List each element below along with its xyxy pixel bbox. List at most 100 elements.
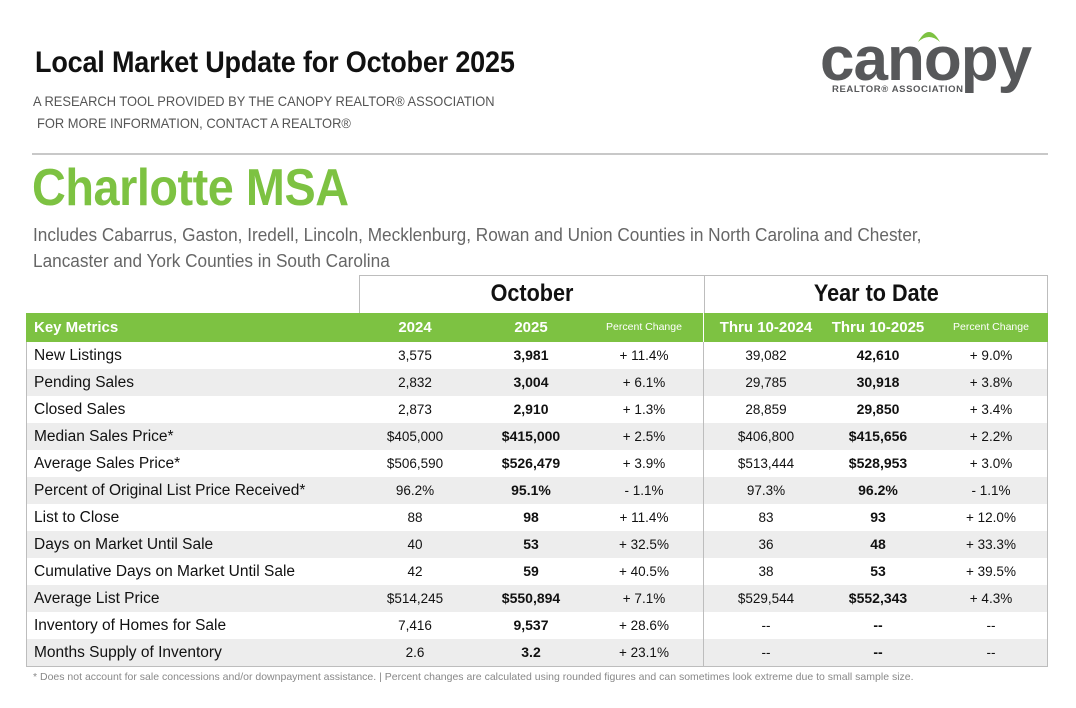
- ytd-2024-value: 38: [758, 564, 774, 579]
- group-header-october: October: [359, 275, 705, 314]
- column-header-ytd-2024: Thru 10-2024: [719, 319, 813, 336]
- ytd-change-value: + 33.3%: [966, 537, 1016, 552]
- ytd-change-value: + 3.8%: [969, 375, 1013, 390]
- table-row: Inventory of Homes for Sale 7,416 9,537 + 2…: [26, 612, 1048, 639]
- oct-change-value: + 11.4%: [619, 348, 669, 363]
- oct-2025-value: 9,537: [513, 617, 549, 633]
- ytd-2024-value: --: [761, 645, 771, 660]
- region-name: Charlotte MSA: [32, 159, 349, 217]
- oct-2025-value: 3.2: [521, 644, 541, 660]
- metric-label: Days on Market Until Sale: [34, 536, 214, 553]
- table-row: Percent of Original List Price Received*…: [26, 477, 1048, 504]
- ytd-2025-value: 42,610: [856, 347, 900, 363]
- table-row: Average Sales Price* $506,590 $526,479 + 3.…: [26, 450, 1048, 477]
- ytd-2024-value: 39,082: [745, 348, 787, 363]
- footnote: * Does not account for sale concessions …: [33, 671, 914, 683]
- ytd-change-value: + 9.0%: [969, 348, 1013, 363]
- header-divider: [32, 153, 1048, 155]
- ytd-2025-value: 93: [870, 509, 886, 525]
- metric-label: Pending Sales: [34, 374, 134, 391]
- metric-label: Closed Sales: [34, 401, 126, 418]
- table-row: Days on Market Until Sale 40 53 + 32.5% 36 48…: [26, 531, 1048, 558]
- oct-2024-value: $405,000: [386, 429, 444, 444]
- oct-2024-value: 2,873: [398, 402, 432, 417]
- metric-label: Months Supply of Inventory: [34, 644, 222, 661]
- metric-label: New Listings: [34, 347, 122, 364]
- oct-2024-value: 2.6: [405, 645, 425, 660]
- metric-label: Cumulative Days on Market Until Sale: [34, 563, 296, 580]
- ytd-change-value: + 3.0%: [969, 456, 1013, 471]
- ytd-2025-value: 96.2%: [858, 482, 898, 498]
- canopy-logo: canopy REALTOR® ASSOCIATION: [820, 28, 1050, 98]
- oct-change-value: + 40.5%: [619, 564, 669, 579]
- oct-2024-value: 42: [407, 564, 423, 579]
- table-row: Cumulative Days on Market Until Sale 42 59…: [26, 558, 1048, 585]
- metric-label: Average List Price: [34, 590, 160, 607]
- logo-wordmark: canopy: [820, 25, 1032, 94]
- table-row: List to Close 88 98 + 11.4% 83 93 + 12.0%: [26, 504, 1048, 531]
- ytd-2025-value: 48: [870, 536, 886, 552]
- metrics-table-body: New Listings 3,575 3,981 + 11.4% 39,082 42,61…: [26, 342, 1048, 666]
- ytd-2024-value: $513,444: [737, 456, 795, 471]
- ytd-change-value: + 12.0%: [966, 510, 1016, 525]
- leaf-icon: [918, 32, 940, 42]
- ytd-2024-value: 97.3%: [746, 483, 786, 498]
- table-row: New Listings 3,575 3,981 + 11.4% 39,082 42,61…: [26, 342, 1048, 369]
- ytd-2025-value: $415,656: [848, 428, 908, 444]
- oct-change-value: - 1.1%: [624, 483, 664, 498]
- oct-2024-value: 40: [407, 537, 423, 552]
- metric-label: List to Close: [34, 509, 120, 526]
- ytd-2025-value: $528,953: [848, 455, 908, 471]
- oct-2024-value: $506,590: [386, 456, 444, 471]
- oct-2025-value: 95.1%: [511, 482, 551, 498]
- ytd-2024-value: 29,785: [745, 375, 787, 390]
- metric-label: Inventory of Homes for Sale: [34, 617, 227, 634]
- table-header-row: Key Metrics 2024 2025 Percent Change Thr…: [26, 313, 1048, 342]
- oct-change-value: + 2.5%: [622, 429, 666, 444]
- subtitle-contact: FOR MORE INFORMATION, CONTACT A REALTOR®: [37, 115, 351, 131]
- table-group-divider: [703, 342, 704, 666]
- oct-change-value: + 11.4%: [619, 510, 669, 525]
- region-description: Includes Cabarrus, Gaston, Iredell, Linc…: [33, 224, 922, 271]
- page-title: Local Market Update for October 2025: [35, 46, 515, 79]
- ytd-change-value: + 39.5%: [966, 564, 1016, 579]
- ytd-change-value: --: [986, 618, 996, 633]
- column-header-oct-2025: 2025: [514, 319, 548, 336]
- table-row: Pending Sales 2,832 3,004 + 6.1% 29,785 30,91…: [26, 369, 1048, 396]
- table-row: Median Sales Price* $405,000 $415,000 + 2.5…: [26, 423, 1048, 450]
- ytd-change-value: + 2.2%: [969, 429, 1013, 444]
- ytd-2024-value: 83: [758, 510, 774, 525]
- column-header-ytd-2025: Thru 10-2025: [831, 319, 925, 336]
- subtitle-research-tool: A RESEARCH TOOL PROVIDED BY THE CANOPY R…: [33, 93, 495, 109]
- ytd-2025-value: 29,850: [856, 401, 900, 417]
- oct-2025-value: 53: [523, 536, 539, 552]
- oct-change-value: + 23.1%: [619, 645, 669, 660]
- ytd-2024-value: $529,544: [737, 591, 795, 606]
- oct-2024-value: $514,245: [386, 591, 444, 606]
- oct-2024-value: 88: [407, 510, 423, 525]
- column-header-ytd-change: Percent Change: [953, 321, 1029, 333]
- metric-label: Median Sales Price*: [34, 428, 174, 445]
- logo-tagline: REALTOR® ASSOCIATION: [832, 84, 964, 95]
- ytd-change-value: + 4.3%: [969, 591, 1013, 606]
- ytd-change-value: --: [986, 645, 996, 660]
- ytd-change-value: - 1.1%: [971, 483, 1011, 498]
- table-row: Average List Price $514,245 $550,894 + 7.1%…: [26, 585, 1048, 612]
- oct-2024-value: 2,832: [398, 375, 432, 390]
- column-header-oct-2024: 2024: [398, 319, 432, 336]
- metric-label: Percent of Original List Price Received*: [34, 482, 306, 499]
- column-header-metric: Key Metrics: [34, 319, 119, 336]
- oct-2024-value: 7,416: [398, 618, 432, 633]
- ytd-2025-value: $552,343: [848, 590, 908, 606]
- oct-change-value: + 7.1%: [622, 591, 666, 606]
- oct-2025-value: $526,479: [501, 455, 561, 471]
- ytd-2024-value: $406,800: [737, 429, 795, 444]
- ytd-2025-value: --: [873, 617, 883, 633]
- oct-2025-value: 98: [523, 509, 539, 525]
- oct-change-value: + 6.1%: [622, 375, 666, 390]
- oct-change-value: + 28.6%: [619, 618, 669, 633]
- oct-2025-value: $550,894: [501, 590, 561, 606]
- oct-2025-value: 2,910: [513, 401, 549, 417]
- oct-2025-value: $415,000: [501, 428, 561, 444]
- oct-change-value: + 32.5%: [619, 537, 669, 552]
